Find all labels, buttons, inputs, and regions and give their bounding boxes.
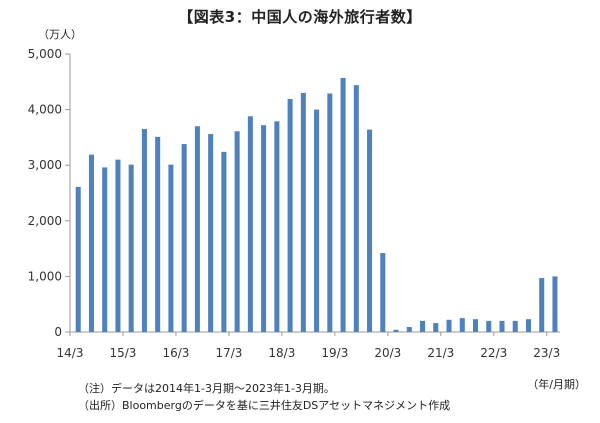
bar <box>525 319 531 332</box>
bar <box>327 93 333 332</box>
bar <box>300 92 306 332</box>
bar <box>486 320 492 332</box>
bar <box>459 318 465 332</box>
bar <box>472 319 479 332</box>
bar <box>433 323 439 332</box>
bar <box>539 278 545 332</box>
bar <box>115 159 121 332</box>
bar <box>194 126 200 332</box>
bar <box>420 320 426 332</box>
bar <box>314 109 320 332</box>
x-tick-label: 22/3 <box>480 346 507 360</box>
bar <box>261 125 267 332</box>
bar <box>247 116 253 332</box>
bar <box>128 164 134 332</box>
bar <box>393 329 399 332</box>
bar <box>512 320 518 332</box>
y-tick-label: 0 <box>54 325 62 339</box>
bar <box>88 154 94 332</box>
bar <box>552 276 558 332</box>
x-tick-label: 16/3 <box>162 346 189 360</box>
x-tick-label: 23/3 <box>533 346 560 360</box>
x-tick-label: 14/3 <box>57 346 84 360</box>
bar <box>168 164 174 332</box>
y-tick-label: 5,000 <box>28 47 62 61</box>
x-tick-label: 17/3 <box>215 346 242 360</box>
bar <box>274 121 280 332</box>
x-tick-label: 19/3 <box>321 346 348 360</box>
bar <box>287 99 293 332</box>
bar <box>380 253 386 332</box>
footnote-source: （出所）Bloombergのデータを基に三井住友DSアセットマネジメント作成 <box>78 399 451 412</box>
bar <box>367 129 373 332</box>
bar <box>155 136 161 332</box>
bar <box>221 151 227 332</box>
bar <box>406 326 412 332</box>
y-tick-label: 3,000 <box>28 158 62 172</box>
x-tick-label: 20/3 <box>374 346 401 360</box>
bar <box>75 186 81 332</box>
x-tick-label: 15/3 <box>109 346 136 360</box>
x-tick-label: 18/3 <box>268 346 295 360</box>
bar <box>353 85 359 332</box>
bar <box>234 131 240 332</box>
y-tick-label: 2,000 <box>28 214 62 228</box>
footnote-note: （注）データは2014年1-3月期～2023年1-3月期。 <box>78 382 335 395</box>
bar <box>181 144 187 332</box>
y-tick-label: 4,000 <box>28 103 62 117</box>
bar <box>141 129 147 332</box>
y-axis-unit: （万人） <box>38 28 82 41</box>
bar <box>208 134 214 332</box>
bar <box>340 77 346 333</box>
bar <box>499 320 505 332</box>
y-tick-label: 1,000 <box>28 269 62 283</box>
x-axis-unit: （年/月期） <box>527 378 586 391</box>
x-tick-label: 21/3 <box>427 346 454 360</box>
bar <box>446 319 452 332</box>
bar <box>102 167 108 332</box>
chart-title: 【図表3：中国人の海外旅行者数】 <box>178 8 422 26</box>
